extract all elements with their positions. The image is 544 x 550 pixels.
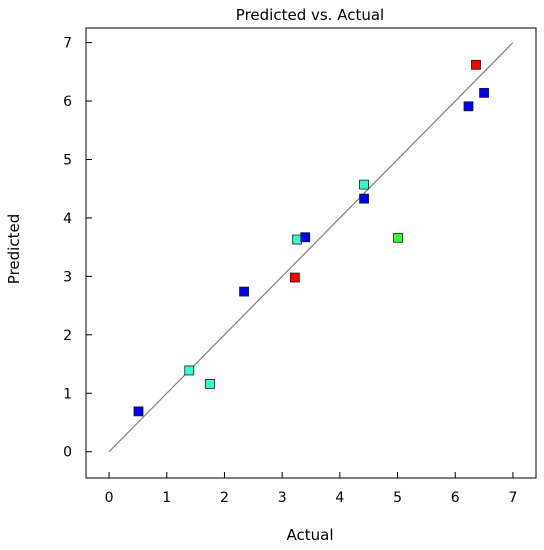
x-tick-label: 3 (278, 490, 287, 506)
axis-ticks: 0 1 2 3 4 5 6 7 0 1 2 3 4 5 6 7 (63, 36, 517, 506)
y-tick-label: 3 (63, 269, 72, 285)
data-point-7 (359, 179, 369, 190)
data-point-12 (479, 87, 489, 98)
data-point-5 (292, 234, 303, 245)
y-axis-label: Predicted (5, 214, 23, 284)
x-tick-label: 5 (393, 490, 402, 506)
y-tick-label: 2 (63, 328, 72, 344)
data-point-11 (471, 59, 481, 70)
x-tick-label: 4 (335, 490, 344, 506)
y-tick-label: 6 (63, 94, 72, 110)
data-point-6 (300, 232, 311, 243)
reference-line (108, 42, 514, 453)
reference-line-layer (108, 42, 514, 453)
y-tick-label: 1 (63, 386, 72, 402)
data-point-9 (393, 232, 404, 243)
x-tick-label: 1 (162, 490, 171, 506)
x-tick-label: 7 (508, 490, 517, 506)
x-tick-label: 2 (220, 490, 229, 506)
y-tick-label: 7 (63, 36, 72, 52)
data-point-4 (289, 272, 300, 283)
x-tick-label: 6 (451, 490, 460, 506)
y-tick-label: 0 (63, 445, 72, 461)
data-point-0 (133, 406, 144, 417)
chart-title: Predicted vs. Actual (236, 6, 384, 24)
plot-frame (85, 27, 537, 479)
data-point-1 (184, 365, 195, 376)
x-axis-label: Actual (287, 526, 334, 544)
data-points (133, 59, 489, 417)
data-point-2 (205, 379, 215, 389)
data-point-3 (239, 286, 249, 297)
data-point-10 (463, 101, 474, 112)
y-tick-label: 4 (63, 211, 72, 227)
x-tick-label: 0 (105, 490, 114, 506)
y-tick-label: 5 (63, 152, 72, 168)
data-point-8 (359, 193, 369, 204)
